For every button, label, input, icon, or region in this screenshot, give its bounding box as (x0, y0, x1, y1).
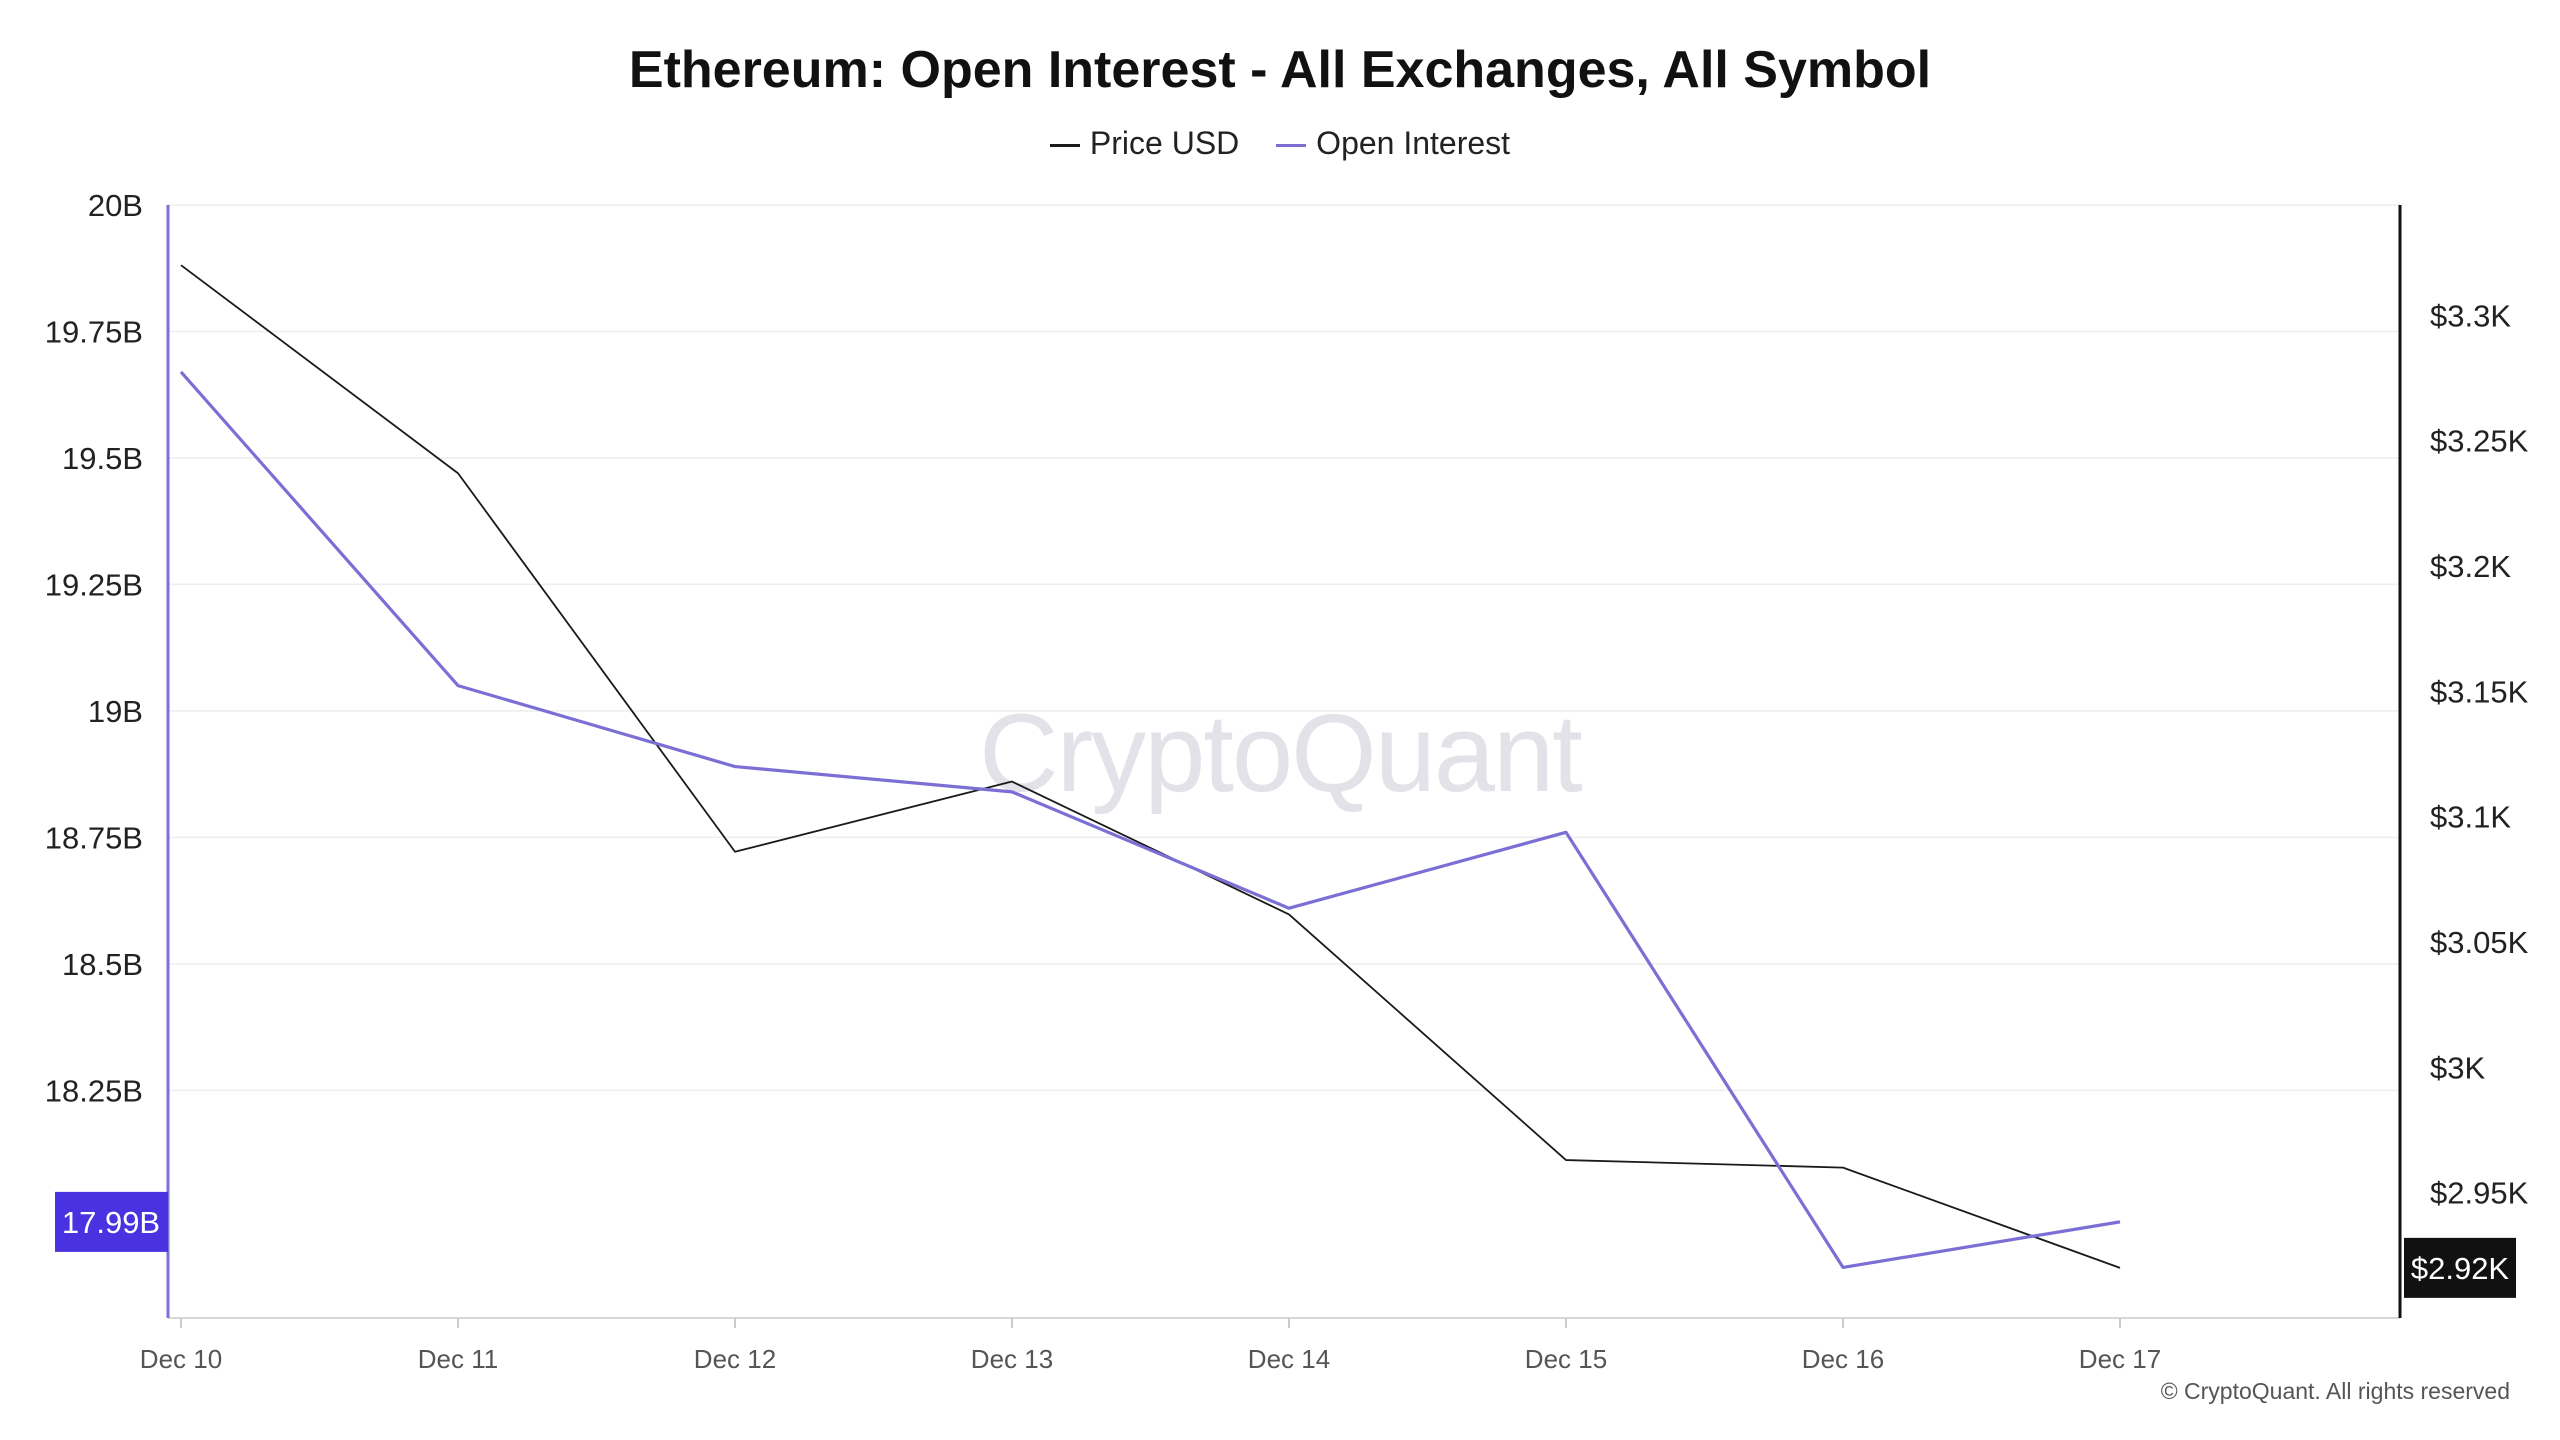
series-line-open-interest (179, 370, 2121, 1270)
x-tick-label: Dec 14 (1248, 1344, 1330, 1374)
right-current-value-badge (2404, 1237, 2516, 1298)
legend-label-open-interest: Open Interest (1316, 125, 1511, 161)
right-tick-label: $3.2K (2430, 549, 2511, 584)
watermark: CryptoQuant (979, 692, 1583, 815)
left-current-value-label: 17.99B (62, 1205, 160, 1240)
left-tick-label: 20B (88, 188, 143, 223)
chart-title: Ethereum: Open Interest - All Exchanges,… (628, 41, 1932, 99)
left-tick-label: 18.5B (62, 947, 143, 982)
x-tick-label: Dec 13 (971, 1344, 1053, 1374)
x-tick-label: Dec 12 (694, 1344, 776, 1374)
left-tick-label: 19.75B (45, 314, 143, 349)
x-tick-label: Dec 16 (1802, 1344, 1884, 1374)
right-tick-label: $2.95K (2430, 1176, 2529, 1211)
left-tick-label: 19.5B (62, 441, 143, 476)
x-tick-label: Dec 11 (418, 1344, 498, 1374)
left-current-value-badge (55, 1191, 168, 1252)
legend-item-price[interactable]: Price USD (1049, 125, 1240, 162)
legend-swatch-price (1049, 144, 1080, 148)
right-tick-label: $3.3K (2430, 298, 2511, 333)
copyright-notice: © CryptoQuant. All rights reserved (2160, 1378, 2510, 1404)
right-tick-label: $3K (2430, 1050, 2485, 1085)
right-current-value-label: $2.92K (2411, 1251, 2510, 1286)
right-tick-label: $3.15K (2430, 674, 2529, 709)
legend-swatch-open-interest (1276, 144, 1307, 148)
legend-label-price: Price USD (1089, 125, 1240, 161)
left-tick-label: 18.75B (45, 820, 143, 855)
x-tick-label: Dec 17 (2079, 1344, 2161, 1374)
x-tick-label: Dec 10 (140, 1344, 222, 1374)
x-tick-label: Dec 15 (1525, 1344, 1607, 1374)
left-tick-label: 18.25B (45, 1073, 143, 1108)
right-tick-label: $3.1K (2430, 800, 2511, 835)
series-line-price-usd (180, 264, 2121, 1269)
right-tick-label: $3.05K (2430, 925, 2529, 960)
right-tick-label: $3.25K (2430, 424, 2529, 459)
legend-item-open-interest[interactable]: Open Interest (1276, 125, 1510, 162)
left-tick-label: 19B (88, 694, 143, 729)
left-tick-label: 19.25B (45, 567, 143, 602)
legend: Price USD Open Interest (0, 125, 2560, 162)
